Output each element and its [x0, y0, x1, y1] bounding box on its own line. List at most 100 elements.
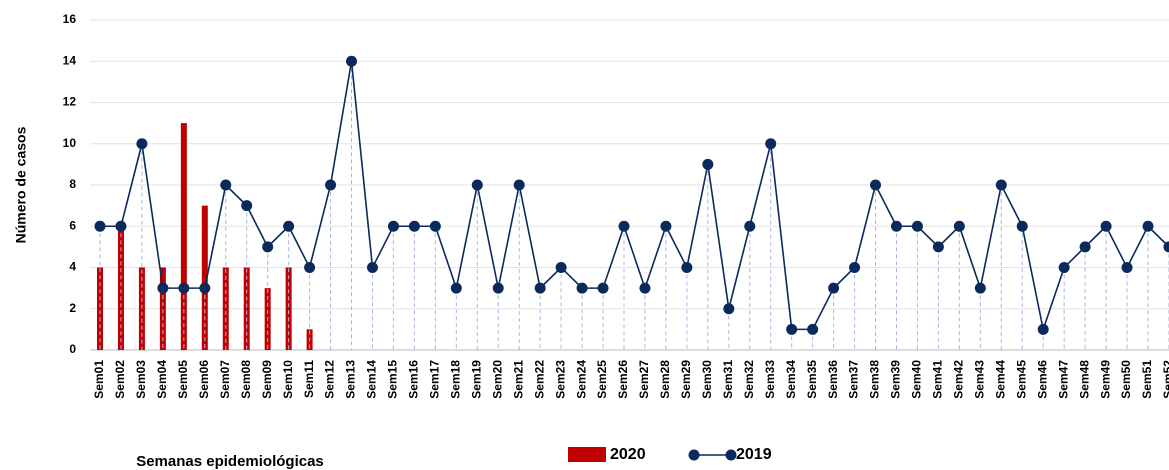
x-tick-label: Sem05: [176, 360, 190, 399]
bar: [117, 226, 124, 350]
x-tick-label: Sem35: [805, 360, 819, 399]
marker: [932, 241, 944, 253]
x-tick-label: Sem30: [700, 360, 714, 399]
marker: [660, 220, 672, 232]
x-tick-label: Sem02: [113, 360, 127, 399]
marker: [1100, 220, 1112, 232]
bar: [97, 267, 103, 350]
x-tick-label: Sem14: [365, 360, 379, 399]
x-axis-title: Semanas epidemiológicas: [136, 453, 324, 470]
x-tick-label: Sem01: [92, 360, 106, 399]
line: [100, 61, 1169, 333]
x-tick-label: Sem20: [490, 360, 504, 399]
marker: [807, 323, 819, 335]
x-tick-label: Sem25: [595, 360, 609, 399]
marker: [492, 282, 504, 294]
marker: [555, 262, 567, 273]
x-tick-label: Sem23: [553, 360, 567, 399]
x-tick-label: Sem31: [721, 360, 735, 399]
y-tick-label: 8: [69, 177, 76, 191]
marker: [1058, 262, 1070, 273]
x-tick-label: Sem45: [1014, 360, 1028, 399]
x-tick-label: Sem48: [1077, 360, 1091, 399]
x-tick-label: Sem13: [344, 360, 358, 399]
x-tick-label: Sem41: [931, 360, 945, 399]
x-tick-label: Sem44: [993, 360, 1007, 399]
legend-marker: [725, 449, 737, 461]
x-tick-label: Sem17: [428, 360, 442, 399]
x-tick-label: Sem16: [407, 360, 421, 399]
marker: [639, 282, 651, 294]
x-tick-label: Sem43: [972, 360, 986, 399]
marker: [429, 220, 441, 232]
x-tick-label: Sem38: [868, 360, 882, 399]
marker: [1016, 220, 1028, 232]
marker: [702, 158, 714, 170]
y-tick-label: 12: [63, 95, 77, 109]
bar: [222, 267, 229, 350]
bar: [201, 205, 208, 350]
x-tick-label: Sem18: [448, 360, 462, 399]
marker: [346, 55, 358, 67]
marker: [157, 282, 169, 294]
x-tick-label: Sem39: [889, 360, 903, 399]
x-tick-label: Sem08: [239, 360, 253, 399]
marker: [911, 220, 923, 232]
x-tick-label: Sem46: [1035, 360, 1049, 399]
marker: [136, 138, 148, 150]
x-tick-label: Sem29: [679, 360, 693, 399]
x-tick-label: Sem51: [1140, 360, 1154, 399]
x-tick-label: Sem19: [469, 360, 483, 399]
marker: [744, 220, 756, 232]
marker: [618, 220, 630, 232]
marker: [890, 220, 902, 232]
x-tick-label: Sem40: [910, 360, 924, 399]
x-tick-label: Sem49: [1098, 360, 1112, 399]
x-tick-label: Sem06: [197, 360, 211, 399]
x-tick-label: Sem42: [952, 360, 966, 399]
y-tick-label: 10: [63, 136, 77, 150]
x-tick-label: Sem10: [281, 360, 295, 399]
x-tick-label: Sem24: [574, 360, 588, 399]
x-tick-label: Sem28: [658, 360, 672, 399]
bar: [180, 123, 187, 350]
marker: [304, 262, 316, 273]
x-tick-label: Sem21: [511, 360, 525, 399]
marker: [325, 179, 337, 191]
y-axis-title: Número de casos: [13, 126, 29, 243]
marker: [723, 303, 735, 315]
x-tick-label: Sem26: [616, 360, 630, 399]
marker: [1037, 323, 1049, 335]
x-tick-label: Sem27: [637, 360, 651, 399]
marker: [534, 282, 546, 294]
x-tick-label: Sem15: [386, 360, 400, 399]
marker: [681, 262, 693, 273]
legend-swatch: [568, 447, 606, 462]
marker: [366, 262, 378, 273]
marker: [262, 241, 274, 253]
marker: [408, 220, 420, 232]
marker: [387, 220, 399, 232]
marker: [870, 179, 882, 191]
marker: [1121, 262, 1133, 273]
marker: [765, 138, 777, 150]
x-tick-label: Sem47: [1056, 360, 1070, 399]
marker: [786, 323, 798, 335]
bar: [159, 267, 166, 350]
marker: [995, 179, 1007, 191]
marker: [597, 282, 609, 294]
marker: [178, 282, 190, 294]
marker: [828, 282, 840, 294]
marker: [220, 179, 232, 191]
marker: [513, 179, 525, 191]
x-tick-label: Sem04: [155, 360, 169, 399]
marker: [115, 220, 127, 232]
marker: [953, 220, 965, 232]
marker: [199, 282, 211, 294]
legend-marker: [688, 449, 700, 461]
marker: [471, 179, 483, 191]
marker: [94, 220, 106, 232]
marker: [450, 282, 462, 294]
marker: [576, 282, 588, 294]
x-tick-label: Sem36: [826, 360, 840, 399]
